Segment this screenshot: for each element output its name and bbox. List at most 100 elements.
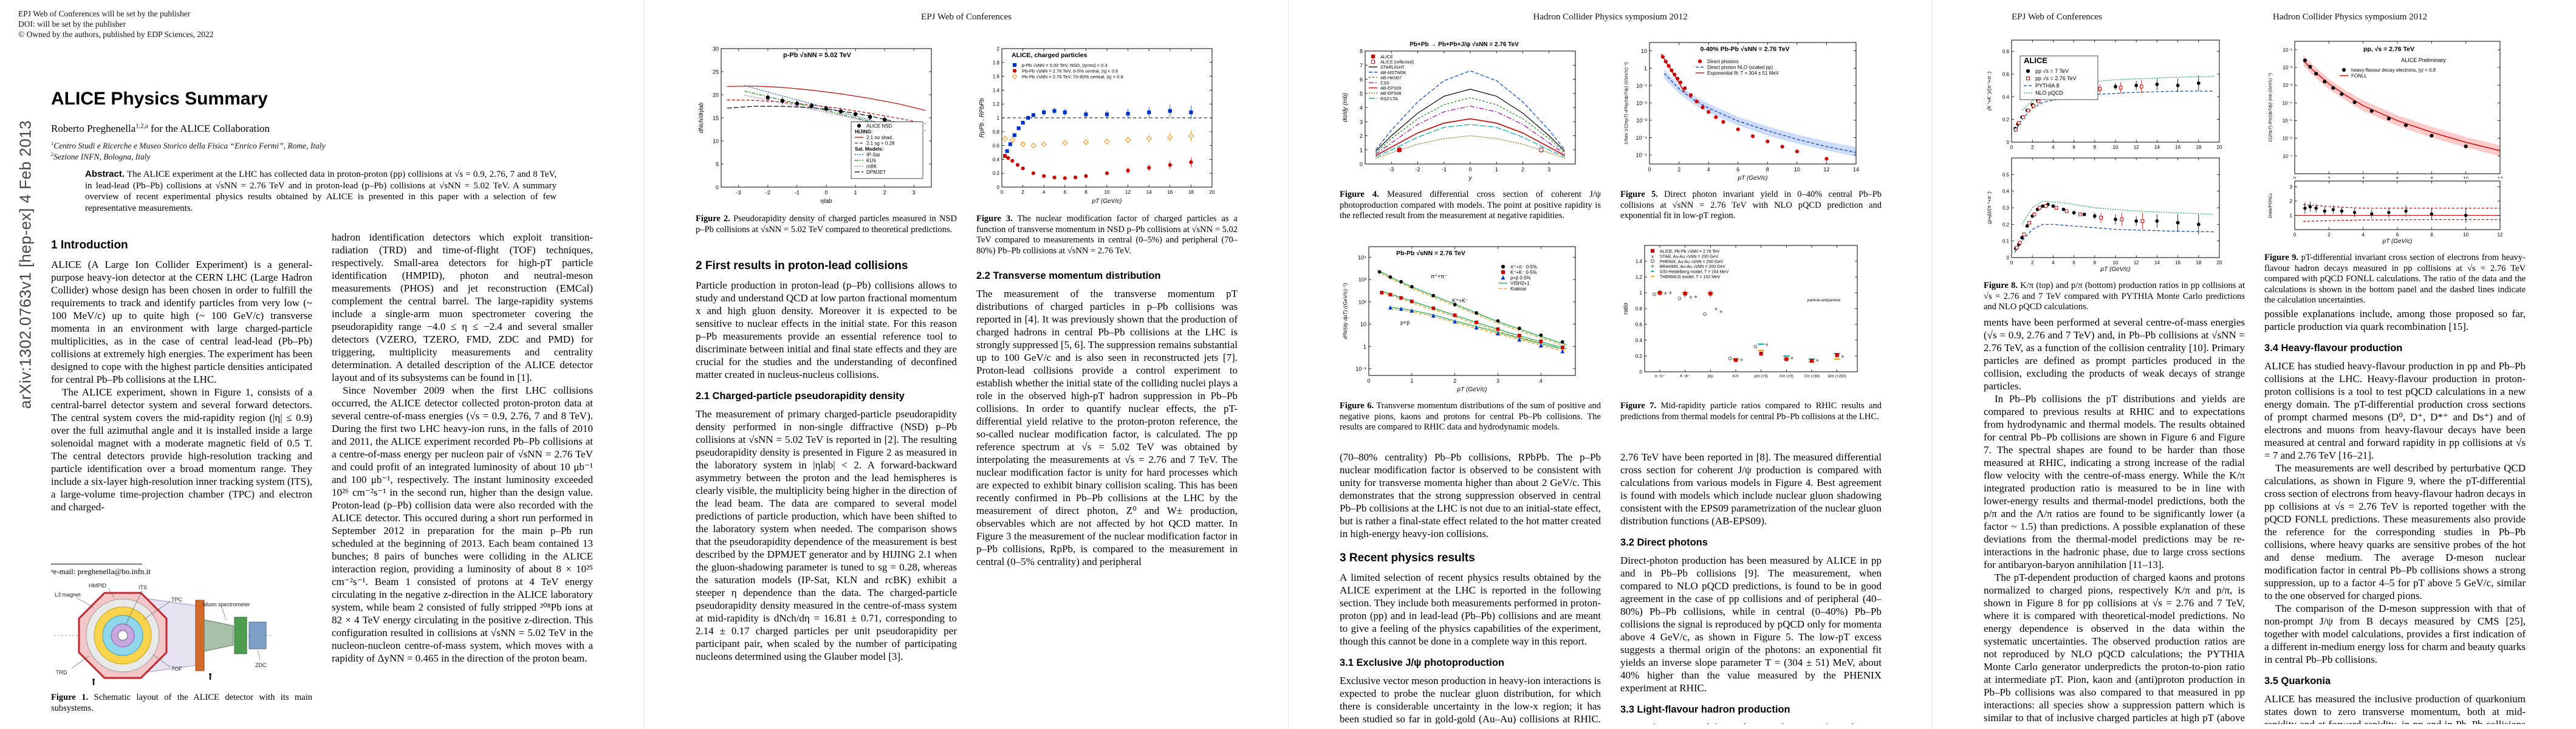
svg-text:ALICE (reflected): ALICE (reflected) bbox=[1380, 60, 1414, 65]
svg-text:12: 12 bbox=[1125, 190, 1131, 195]
svg-text:2: 2 bbox=[997, 46, 1000, 52]
svg-text:14: 14 bbox=[2154, 260, 2160, 265]
svg-text:10⁻⁴: 10⁻⁴ bbox=[2282, 100, 2292, 106]
svg-text:15: 15 bbox=[713, 115, 719, 122]
svg-text:6: 6 bbox=[1360, 77, 1363, 83]
svg-text:25: 25 bbox=[713, 69, 719, 75]
svg-text:K⁺+K⁻: K⁺+K⁻ bbox=[1452, 298, 1468, 304]
figure-5-caption: Figure 5. Direct photon invariant yield … bbox=[1620, 190, 1882, 222]
paragraph: 2.76 TeV have been reported in [8]. The … bbox=[1620, 451, 1882, 527]
svg-text:(K⁺+K⁻)/(π⁺+π⁻): (K⁺+K⁻)/(π⁺+π⁻) bbox=[1986, 72, 1992, 111]
svg-text:0.2: 0.2 bbox=[2002, 222, 2010, 227]
svg-text:★: ★ bbox=[1714, 306, 1718, 312]
svg-text:d²N/(dy dpT) ((GeV/c)⁻¹): d²N/(dy dpT) ((GeV/c)⁻¹) bbox=[1342, 283, 1348, 339]
svg-text:1: 1 bbox=[1495, 166, 1498, 173]
figure-8-caption: Figure 8. K/π (top) and p/π (bottom) pro… bbox=[1984, 281, 2245, 313]
svg-text:pp, √s = 2.76 TeV: pp, √s = 2.76 TeV bbox=[2363, 46, 2414, 53]
svg-text:particle-antiparticle: particle-antiparticle bbox=[1807, 298, 1841, 303]
svg-text:30: 30 bbox=[713, 46, 719, 52]
paragraph: Direct-photon production has been measur… bbox=[1620, 555, 1882, 694]
svg-text:16: 16 bbox=[2175, 260, 2180, 265]
detector-label-trd: TRD bbox=[56, 669, 67, 676]
svg-text:-1: -1 bbox=[795, 190, 800, 196]
svg-text:4: 4 bbox=[2362, 232, 2365, 238]
svg-text:10: 10 bbox=[1641, 48, 1647, 54]
figure-9-plot: 02468101210⁻⁷10⁻⁶10⁻⁵10⁻⁴10⁻³10⁻²10⁻¹1/(… bbox=[2264, 35, 2507, 245]
svg-text:0.8: 0.8 bbox=[2002, 49, 2010, 55]
svg-text:10⁻⁵: 10⁻⁵ bbox=[1636, 152, 1648, 159]
svg-text:0: 0 bbox=[2007, 255, 2010, 261]
svg-text:4: 4 bbox=[2052, 145, 2055, 150]
svg-text:2: 2 bbox=[883, 190, 886, 196]
svg-text:10³: 10³ bbox=[1358, 277, 1366, 283]
svg-text:Direct photons: Direct photons bbox=[1707, 59, 1739, 64]
svg-text:π⁻/π⁺: π⁻/π⁺ bbox=[1655, 374, 1665, 378]
svg-text:10⁴: 10⁴ bbox=[1358, 255, 1366, 261]
svg-text:16: 16 bbox=[2175, 145, 2180, 150]
svg-text:ratio: ratio bbox=[1623, 303, 1629, 315]
affiliation-2-text: Sezione INFN, Bologna, Italy bbox=[53, 152, 151, 162]
figure-8-bottom-panel: 0 2 4 6 8 10 12 14 16 18 20 0 0.1 0.2 0.3 0.4 0.5 pT (GeV… bbox=[1984, 154, 2227, 273]
svg-text:20: 20 bbox=[2217, 260, 2222, 265]
detector-label-its: ITS bbox=[139, 584, 147, 590]
figure-2-plot: -3 -2 -1 0 1 2 3 0 5 10 15 20 25 30 ηlab dNch/dηlab ALIC… bbox=[696, 43, 939, 205]
svg-text:0.5: 0.5 bbox=[2002, 172, 2010, 177]
svg-text:ALICE Preliminary: ALICE Preliminary bbox=[2401, 57, 2446, 63]
svg-text:K⁻/K⁺: K⁻/K⁺ bbox=[1680, 374, 1690, 378]
figure-6-caption-label: Figure 6. bbox=[1340, 401, 1374, 411]
svg-text:10²: 10² bbox=[1358, 299, 1366, 305]
svg-text:10⁻⁶: 10⁻⁶ bbox=[2283, 136, 2292, 142]
figure-3-caption-text: The nuclear modification factor of charg… bbox=[976, 214, 1238, 256]
svg-text:Pb-Pb √sNN = 2.76 TeV, 0-5% c: Pb-Pb √sNN = 2.76 TeV, 0-5% central, |η|… bbox=[1022, 69, 1118, 74]
page3-column-left: (70–80% centrality) Pb–Pb collisions, RP… bbox=[1340, 451, 1601, 724]
svg-text:0.8: 0.8 bbox=[993, 129, 1000, 135]
svg-text:0: 0 bbox=[1360, 162, 1363, 168]
svg-text:(p+p̄)/(π⁺+π⁻): (p+p̄)/(π⁺+π⁻) bbox=[1986, 191, 1992, 224]
page2-column-right: 2.2 Transverse momentum distribution The … bbox=[976, 270, 1238, 723]
svg-text:1.4: 1.4 bbox=[1636, 259, 1643, 264]
page1-column-left: 1 Introduction ALICE (A Large Ion Collide… bbox=[51, 238, 312, 559]
svg-text:★: ★ bbox=[1688, 294, 1693, 300]
figure-4-caption-label: Figure 4. bbox=[1340, 190, 1379, 199]
svg-text:1/Nev 1/(2πpT) d²Nγ/(dpTdy) ((: 1/Nev 1/(2πpT) d²Nγ/(dpTdy) ((GeV/c)⁻²) bbox=[1623, 61, 1629, 145]
svg-text:3: 3 bbox=[1360, 119, 1363, 125]
svg-text:4: 4 bbox=[1540, 378, 1543, 384]
page3-column-right: 2.76 TeV have been reported in [8]. The … bbox=[1620, 451, 1882, 724]
svg-text:0: 0 bbox=[1648, 166, 1651, 173]
arxiv-stamp: arXiv:1302.0763v1 [hep-ex] 4 Feb 2013 bbox=[16, 120, 35, 409]
svg-text:14: 14 bbox=[2154, 145, 2160, 150]
figure-6-caption-text: Transverse momentum distributions of the… bbox=[1340, 401, 1601, 432]
svg-text:2.1 sg = 0.28: 2.1 sg = 0.28 bbox=[866, 141, 895, 146]
svg-text:THERMUS model, T = 152 MeV: THERMUS model, T = 152 MeV bbox=[1660, 275, 1721, 279]
figure-8-top-panel: 0 2 4 6 8 10 12 14 16 18 20 0 0.2 0.4 0.6 0.8 (K⁺+K⁻)/(π… bbox=[1984, 35, 2227, 154]
publisher-block: EPJ Web of Conferences will be set by th… bbox=[18, 9, 213, 39]
svg-text:★: ★ bbox=[1663, 290, 1667, 296]
svg-text:14: 14 bbox=[1146, 190, 1152, 195]
svg-text:IP-Sat: IP-Sat bbox=[866, 152, 880, 158]
svg-text:0.1: 0.1 bbox=[2002, 239, 2010, 244]
figure-2-caption-label: Figure 2. bbox=[696, 214, 730, 224]
figure-8-caption-label: Figure 8. bbox=[1984, 281, 2018, 290]
svg-text:★: ★ bbox=[1840, 354, 1845, 360]
svg-text:AB-EPS08: AB-EPS08 bbox=[1380, 91, 1401, 96]
svg-text:4: 4 bbox=[1043, 190, 1046, 195]
svg-text:1: 1 bbox=[854, 190, 857, 196]
page-2: EPJ Web of Conferences -3 -2 -1 0 1 2 3 0 5 10 15 2… bbox=[644, 0, 1288, 729]
page-4: EPJ Web of Conferences Hadron Collider P… bbox=[1932, 0, 2576, 729]
svg-text:10: 10 bbox=[2113, 260, 2119, 265]
section-heading: 2.1 Charged-particle pseudorapidity dens… bbox=[696, 391, 905, 402]
svg-text:8: 8 bbox=[2094, 260, 2097, 265]
section-heading: 3.2 Direct photons bbox=[1620, 537, 1708, 548]
svg-text:pT (GeV/c): pT (GeV/c) bbox=[2100, 266, 2131, 273]
svg-text:ALICE, Pb-Pb √sNN = 2.76 TeV: ALICE, Pb-Pb √sNN = 2.76 TeV bbox=[1660, 249, 1720, 254]
svg-text:y: y bbox=[1468, 175, 1473, 182]
svg-text:2: 2 bbox=[1360, 133, 1363, 139]
svg-text:★: ★ bbox=[1790, 355, 1794, 361]
svg-text:PYTHIA 8: PYTHIA 8 bbox=[2035, 83, 2060, 89]
affiliation-1-text: Centro Studi e Ricerche e Museo Storico … bbox=[53, 141, 326, 151]
abstract: Abstract. The ALICE experiment at the LH… bbox=[85, 169, 557, 214]
page-3: Hadron Collider Physics symposium 2012 -… bbox=[1288, 0, 1932, 729]
figure-9-caption: Figure 9. pT-differential invariant cros… bbox=[2264, 253, 2526, 306]
svg-text:ηlab: ηlab bbox=[821, 198, 832, 205]
